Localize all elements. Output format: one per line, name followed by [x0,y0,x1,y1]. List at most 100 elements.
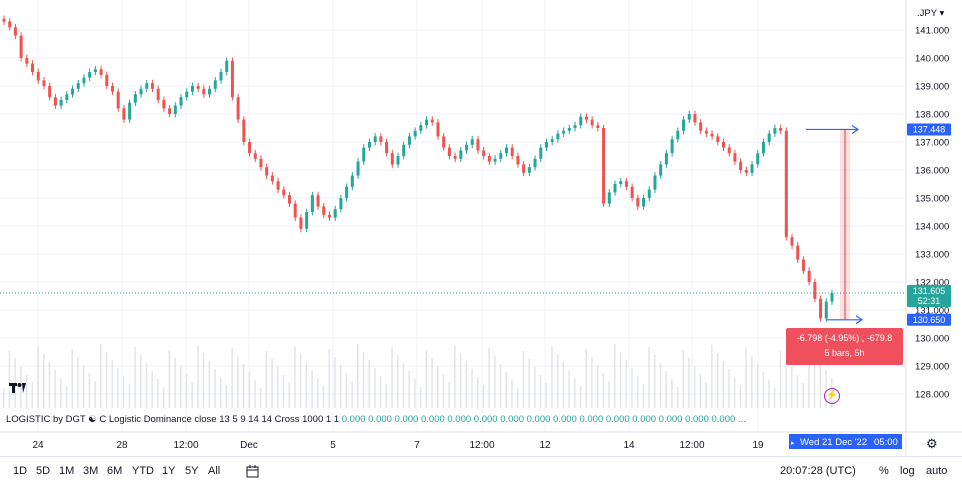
timeframe-1d[interactable]: 1D [13,465,28,477]
volume-bar [499,364,502,408]
candle-body [544,142,548,148]
last-price-label-text: 52:31 [918,296,941,306]
volume-bar [328,349,330,408]
volume-bar [591,357,593,408]
volume-bar [82,365,85,408]
candle-body [430,119,434,123]
measure-bars: 5 bars, 5h [824,348,865,358]
candle-body [236,97,240,120]
volume-bar [248,372,251,408]
timeframe-all[interactable]: All [208,465,221,477]
volume-bar [625,360,627,408]
volume-bar [539,375,542,408]
symbol-suffix: .JPY ▾ [917,8,945,19]
volume-bar [77,357,79,408]
utc-clock[interactable]: 20:07:28 (UTC) [780,465,856,477]
candle-body [71,88,75,95]
timeframe-3m[interactable]: 3M [83,465,99,477]
timeframe-6m[interactable]: 6M [107,465,123,477]
volume-bar [802,383,804,408]
volume-bar [733,377,736,408]
candle-body [779,128,783,131]
log-toggle[interactable]: log [900,465,915,477]
candle-body [288,195,292,204]
percent-toggle[interactable]: % [879,465,889,477]
candle-body [362,147,366,162]
candle-body [168,108,172,114]
timeframe-1m[interactable]: 1M [59,465,75,477]
candle-body [179,97,183,106]
volume-bar [37,346,39,408]
last-price-label [907,285,951,308]
timeframe-5d[interactable]: 5D [36,465,51,477]
auto-toggle[interactable]: auto [926,465,948,477]
volume-bar [545,383,547,408]
candle-body [196,86,200,89]
volume-bar [362,352,365,408]
candle-body [533,158,537,168]
volume-bar [168,350,171,408]
volume-bar [134,347,136,408]
candle-body [59,100,63,106]
candle-body [573,125,577,128]
volume-bar [48,362,51,408]
measure-change: -6.798 (-4.95%) , -679.8 [796,333,893,343]
volume-bar [122,376,125,408]
volume-bar [693,366,696,408]
volume-bar [140,355,142,408]
y-tick-label: 137.000 [915,138,949,149]
settings-gear-icon[interactable]: ⚙ [926,436,938,451]
volume-bar [185,374,188,408]
volume-bar [768,380,770,408]
y-tick-label: 131.000 [915,306,949,317]
volume-bar [282,375,285,408]
volume-bar [659,363,662,408]
volume-bar [214,369,216,408]
volume-bar [688,358,690,408]
candle-body [310,195,314,212]
volume-bar [665,371,667,408]
volume-bar [197,345,199,408]
candle-body [305,212,309,229]
candle-body [219,72,223,81]
indicator-legend[interactable]: LOGISTIC by DGT ☯ C Logistic Dominance c… [6,414,746,425]
candle-body [727,147,731,154]
x-tick-label: 19 [752,440,764,451]
volume-bar [105,352,108,408]
volume-bar [397,355,399,408]
volume-bar [465,361,468,408]
y-tick-label: 128.000 [915,390,949,401]
candle-body [773,128,777,134]
lightning-icon[interactable]: ⚡ [824,388,840,404]
price-chart[interactable]: 141.000 140.000 139.000 138.000 137.000 136.0… [0,0,962,456]
candle-body [750,164,754,173]
volume-bar [157,379,159,408]
candle-body [402,144,406,156]
candle-body [270,175,274,182]
candle-body [522,164,526,173]
volume-bar [60,378,62,408]
candle-body [419,125,423,131]
volume-bar [562,362,565,408]
y-tick-label: 130.000 [915,334,949,345]
candle-body [333,209,337,218]
timeframe-ytd[interactable]: YTD [132,465,154,477]
candle-body [390,153,394,165]
candle-body [447,147,451,156]
volume-bar [676,387,679,408]
volume-bar [431,358,433,408]
candle-body [116,91,120,109]
goto-date-icon[interactable] [246,465,259,481]
chart-background [0,0,962,456]
volume-bar [265,351,268,408]
volume-bar [162,387,165,408]
crosshair-date-label [789,434,902,449]
candle-body [767,133,771,142]
timeframe-5y[interactable]: 5Y [185,465,199,477]
x-tick-label: 24 [32,440,44,451]
candle-body [704,130,708,134]
timeframe-1y[interactable]: 1Y [162,465,176,477]
volume-bar [631,368,633,408]
candle-body [19,35,23,58]
